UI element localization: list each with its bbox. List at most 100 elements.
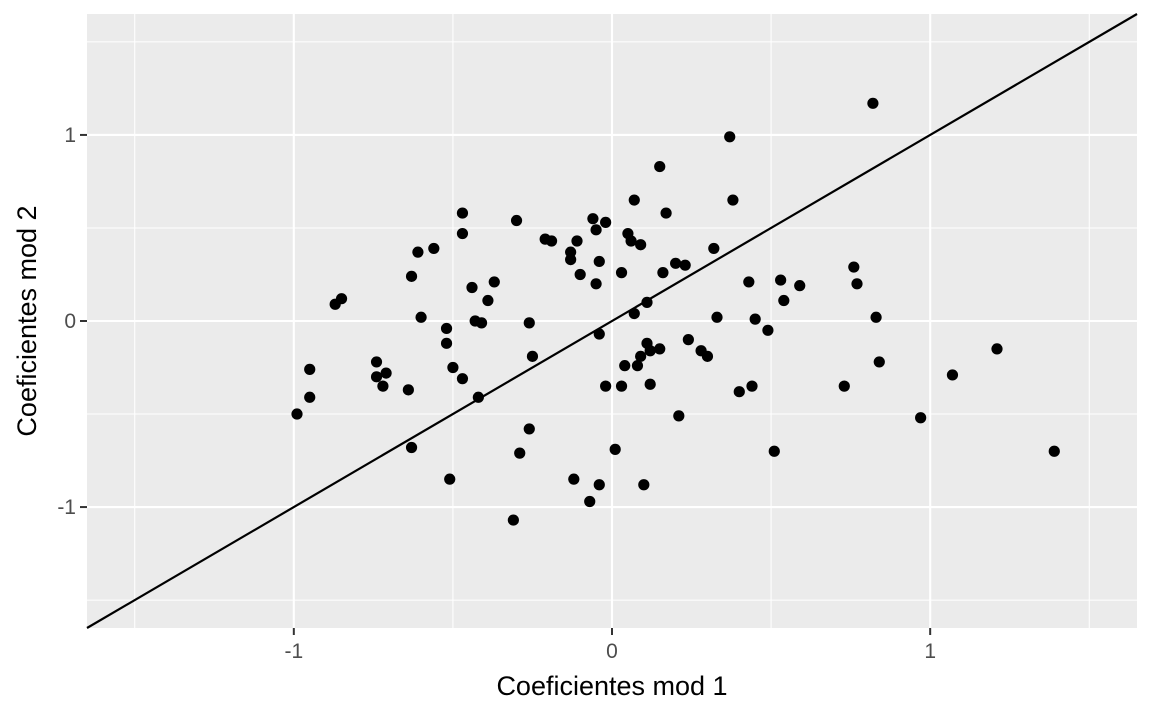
x-axis-title: Coeficientes mod 1: [496, 671, 727, 701]
data-point: [609, 443, 621, 455]
data-point: [370, 371, 383, 383]
data-point: [444, 473, 456, 485]
data-point: [915, 412, 927, 424]
data-point: [526, 350, 539, 362]
data-point: [873, 356, 885, 368]
reference-line: [86, 13, 1138, 629]
data-point: [587, 213, 599, 225]
y-axis: -1 0 1: [57, 124, 87, 519]
data-point: [593, 479, 605, 491]
data-point: [472, 391, 484, 403]
data-point: [733, 386, 745, 398]
data-point: [749, 313, 761, 325]
data-point: [466, 281, 478, 294]
data-point: [870, 311, 882, 323]
data-point: [568, 473, 580, 485]
data-point: [768, 445, 780, 457]
data-point: [673, 410, 685, 422]
data-point: [514, 447, 526, 459]
data-point: [590, 278, 602, 290]
data-point: [590, 224, 602, 236]
data-point: [743, 276, 755, 288]
data-point: [848, 261, 860, 273]
data-point: [335, 293, 348, 305]
data-point: [380, 367, 392, 379]
x-tick-label: 0: [606, 640, 618, 663]
data-point: [775, 274, 787, 286]
data-point: [523, 317, 535, 329]
data-point: [593, 255, 605, 268]
x-axis: -1 0 1: [284, 628, 936, 663]
data-point: [641, 296, 653, 308]
data-point: [644, 345, 656, 357]
data-point: [291, 408, 303, 420]
data-point: [405, 441, 418, 454]
data-point: [638, 479, 650, 491]
data-point: [682, 334, 694, 346]
reference-line-group: [86, 13, 1138, 629]
data-points: [291, 97, 1060, 526]
data-point: [571, 235, 583, 247]
y-tick-label: 1: [64, 124, 76, 147]
data-point: [654, 343, 666, 355]
y-tick-label: -1: [57, 496, 76, 519]
data-point: [946, 369, 959, 381]
data-point: [600, 216, 612, 228]
data-point: [851, 278, 863, 290]
data-point: [615, 380, 628, 392]
data-point: [412, 246, 424, 258]
data-point: [619, 360, 631, 372]
data-point: [762, 324, 774, 336]
data-point: [657, 267, 669, 279]
data-point: [794, 280, 806, 292]
data-point: [711, 311, 723, 323]
data-point: [867, 97, 879, 109]
data-point: [631, 360, 644, 372]
data-point: [510, 214, 523, 227]
data-point: [584, 495, 596, 508]
data-point: [593, 328, 605, 340]
data-point: [545, 235, 558, 247]
data-point: [456, 373, 469, 385]
data-point: [644, 378, 656, 390]
data-point: [635, 239, 647, 251]
data-point: [679, 259, 691, 271]
data-point: [523, 423, 535, 435]
data-point: [482, 294, 494, 307]
data-point: [628, 194, 640, 206]
data-point: [488, 276, 500, 288]
x-tick-label: 1: [924, 640, 936, 663]
data-point: [778, 294, 790, 307]
data-point: [727, 194, 739, 206]
data-point: [635, 350, 647, 362]
data-point: [402, 384, 414, 396]
data-point: [660, 207, 672, 219]
data-point: [625, 235, 637, 247]
data-point: [456, 207, 469, 219]
data-point: [654, 160, 666, 173]
data-point: [701, 350, 714, 362]
data-point: [724, 131, 736, 143]
data-point: [746, 380, 758, 392]
data-point: [456, 227, 469, 240]
data-point: [1048, 445, 1060, 457]
data-point: [370, 356, 383, 368]
data-point: [440, 337, 453, 349]
data-point: [304, 391, 316, 403]
data-point: [507, 514, 519, 526]
data-point: [415, 311, 427, 323]
data-point: [377, 380, 389, 392]
data-point: [615, 267, 628, 279]
data-point: [600, 380, 612, 392]
data-point: [428, 242, 440, 255]
data-point: [565, 254, 577, 266]
y-tick-label: 0: [64, 310, 76, 333]
data-point: [628, 307, 640, 320]
x-tick-label: -1: [284, 640, 303, 663]
data-point: [304, 363, 316, 375]
y-axis-title: Coeficientes mod 2: [12, 205, 42, 436]
data-point: [670, 257, 682, 269]
data-point: [708, 242, 720, 255]
data-point: [440, 322, 453, 335]
